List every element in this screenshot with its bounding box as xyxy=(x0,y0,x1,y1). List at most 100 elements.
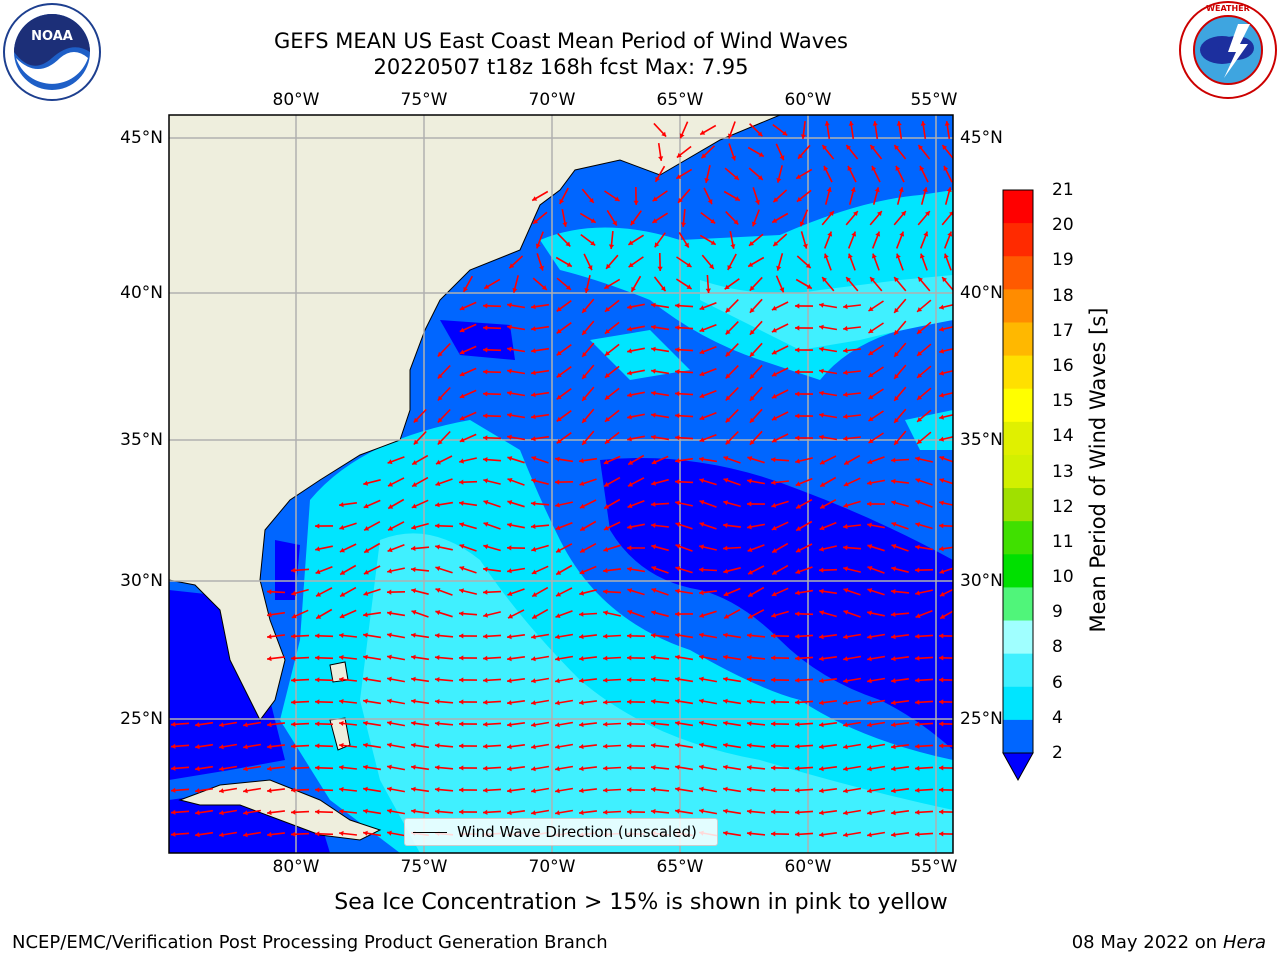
colorbar-cell xyxy=(1003,620,1033,655)
wave-direction-arrowhead xyxy=(483,809,488,815)
wave-direction-arrowhead xyxy=(339,808,344,814)
wave-direction-arrowhead xyxy=(539,265,544,271)
wave-direction-arrowhead xyxy=(582,374,587,379)
wave-direction-arrowhead xyxy=(699,786,704,792)
svg-text:WEATHER: WEATHER xyxy=(1206,4,1250,13)
wave-direction-arrowhead xyxy=(795,633,800,639)
wave-direction-arrowhead xyxy=(771,699,776,705)
wave-direction-arrowhead xyxy=(843,634,848,640)
wave-direction-arrowhead xyxy=(556,438,562,444)
wave-direction-arrowhead xyxy=(606,263,611,269)
wave-direction-arrowhead xyxy=(771,633,776,639)
wave-direction-arrowhead xyxy=(748,613,753,619)
wave-direction-arrowhead xyxy=(582,352,587,357)
wave-direction-arrowhead xyxy=(699,698,704,704)
wave-direction-arrowhead xyxy=(531,722,536,728)
wave-direction-arrowhead xyxy=(723,742,728,748)
wave-direction-arrowhead xyxy=(684,242,689,248)
wave-direction-arrowhead xyxy=(915,809,920,815)
wave-direction-arrowhead xyxy=(291,721,296,727)
wave-direction-arrowhead xyxy=(339,502,344,508)
wave-direction-arrowhead xyxy=(651,742,656,749)
wave-direction-arrowhead xyxy=(867,810,872,816)
wave-direction-arrowhead xyxy=(219,832,224,838)
wave-direction-arrowhead xyxy=(459,699,464,705)
wave-direction-arrowhead xyxy=(915,456,920,462)
wave-direction-arrowhead xyxy=(483,303,488,309)
noaa-logo: NOAA xyxy=(3,3,101,101)
wave-direction-arrowhead xyxy=(749,417,755,423)
wave-direction-arrowhead xyxy=(779,287,785,293)
wave-direction-arrowhead xyxy=(868,350,874,355)
wave-direction-arrowhead xyxy=(291,655,296,661)
lat-label-right: 35°N xyxy=(960,430,1003,450)
wave-direction-arrowhead xyxy=(655,176,660,182)
wave-direction-arrowhead xyxy=(870,145,876,150)
wave-direction-arrowhead xyxy=(772,218,778,223)
wave-direction-arrowhead xyxy=(675,522,681,527)
wave-direction-arrowhead xyxy=(891,832,896,838)
lon-label-top: 65°W xyxy=(656,90,704,110)
wave-direction-arrowhead xyxy=(459,349,465,355)
wave-direction-arrowhead xyxy=(459,437,465,443)
wave-direction-arrowhead xyxy=(582,440,587,445)
colorbar-cell xyxy=(1003,554,1033,588)
wave-direction-arrowhead xyxy=(579,722,584,728)
wave-direction-arrowhead xyxy=(771,809,776,815)
wave-direction-arrowhead xyxy=(437,373,443,379)
wave-direction-arrowhead xyxy=(675,632,680,638)
wave-direction-arrowhead xyxy=(868,416,874,421)
wave-direction-arrowhead xyxy=(734,196,740,201)
wave-direction-arrowhead xyxy=(771,327,777,333)
wave-direction-arrowhead xyxy=(604,394,610,400)
wave-direction-arrowhead xyxy=(388,525,393,531)
colorbar-cell xyxy=(1003,256,1033,290)
wave-direction-arrowhead xyxy=(843,700,848,706)
wave-direction-arrowhead xyxy=(435,610,441,616)
wave-direction-arrowhead xyxy=(771,591,777,597)
wave-direction-arrowhead xyxy=(939,392,944,398)
wave-direction-arrowhead xyxy=(555,525,561,531)
wave-direction-arrowhead xyxy=(507,368,512,374)
wave-direction-arrowhead xyxy=(339,654,344,660)
wave-direction-arrowhead xyxy=(435,677,440,683)
wave-direction-arrowhead xyxy=(555,656,560,662)
wave-direction-arrowhead xyxy=(867,588,873,593)
wave-direction-arrowhead xyxy=(796,504,802,509)
wave-direction-arrowhead xyxy=(531,523,536,529)
wave-direction-arrowhead xyxy=(483,457,488,463)
wave-direction-arrowhead xyxy=(915,567,920,573)
wave-direction-arrowhead xyxy=(532,592,538,597)
wave-direction-arrowhead xyxy=(795,413,800,419)
wave-direction-arrowhead xyxy=(579,678,584,684)
wave-direction-arrowhead xyxy=(507,545,512,551)
colorbar-cell xyxy=(1003,190,1033,224)
wave-direction-arrowhead xyxy=(627,633,632,639)
wave-direction-arrowhead xyxy=(922,187,928,193)
wave-direction-arrowhead xyxy=(483,522,489,527)
wave-direction-arrowhead xyxy=(939,546,944,552)
lon-label-bottom: 80°W xyxy=(272,857,320,877)
wave-direction-arrowhead xyxy=(459,809,464,815)
land-mass xyxy=(169,115,781,841)
wave-direction-arrowhead xyxy=(699,415,705,421)
wave-direction-arrowhead xyxy=(556,547,562,553)
colorbar-under-arrow xyxy=(1002,752,1034,782)
wave-direction-arrowhead xyxy=(843,435,848,442)
wave-direction-arrowhead xyxy=(917,439,923,444)
wave-direction-arrowhead xyxy=(579,503,585,509)
wave-direction-arrowhead xyxy=(795,699,800,705)
wave-direction-arrowhead xyxy=(939,456,945,461)
wave-direction-arrowhead xyxy=(891,500,897,506)
wave-direction-arrowhead xyxy=(867,722,872,728)
wave-direction-arrowhead xyxy=(315,546,320,552)
wave-direction-arrowhead xyxy=(819,567,824,573)
colorbar-tick-label: 17 xyxy=(1052,320,1074,341)
wave-direction-arrowhead xyxy=(413,417,419,423)
wave-direction-arrowhead xyxy=(614,196,620,201)
wave-direction-arrowhead xyxy=(915,721,920,727)
wave-direction-arrowhead xyxy=(843,545,848,551)
wave-direction-arrowhead xyxy=(915,478,921,483)
wave-direction-arrowhead xyxy=(483,655,488,661)
wave-direction-arrowhead xyxy=(747,765,752,771)
